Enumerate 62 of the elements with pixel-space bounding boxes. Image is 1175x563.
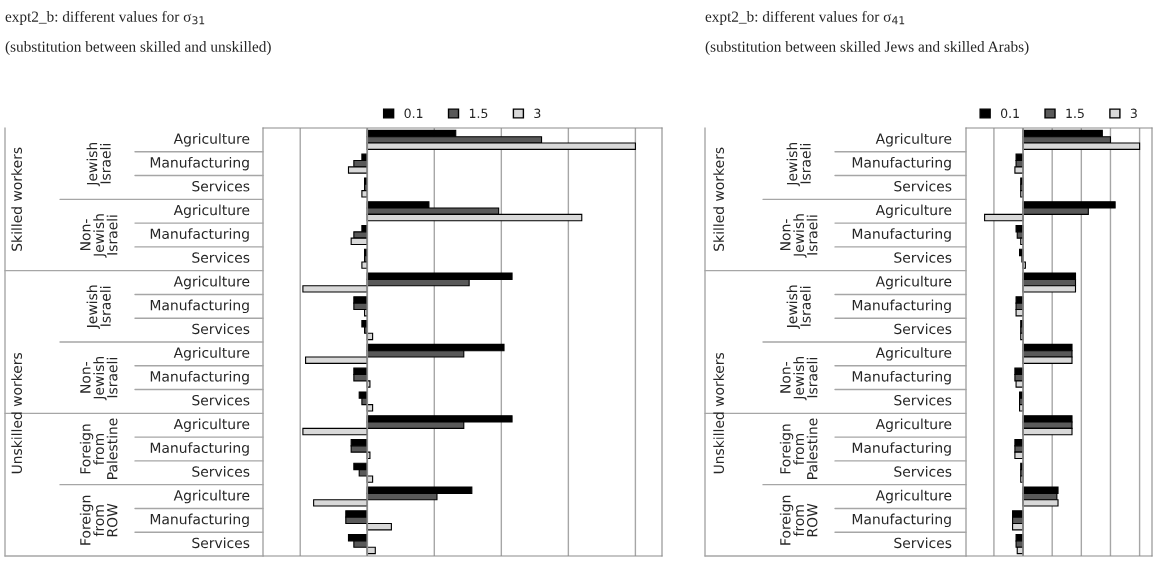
y-tick-label: Manufacturing [150, 442, 249, 456]
y-tick-label: Services [894, 180, 952, 192]
text: Unskilled workers [713, 352, 725, 474]
legend-label: 0.1 [1000, 108, 1019, 119]
y-tick-label: Manufacturing [852, 228, 951, 242]
y-tick-label: Manufacturing [150, 228, 249, 242]
y-tick-label: Manufacturing [852, 299, 951, 314]
y-tick-label: Services [192, 252, 250, 263]
y-tick-label: Services [894, 394, 952, 406]
text: Skilled workers [11, 147, 23, 251]
text: Non- Jewish Israeli [80, 214, 118, 258]
y-tick-label: Manufacturing [852, 442, 951, 456]
chart-subtitle: (substitution between skilled Jews and skilled Arabs) [705, 41, 1029, 55]
y-tick-label: Manufacturing [852, 370, 951, 385]
y-tick-label: Manufacturing [852, 513, 951, 528]
text: Foreign from Palestine [779, 418, 818, 479]
legend-label: 3 [1130, 108, 1137, 119]
y-tick-label: Manufacturing [150, 156, 249, 171]
text: Non- Jewish Israeli [780, 356, 818, 401]
y-tick-label: Agriculture [875, 418, 952, 432]
y-tick-label: Agriculture [173, 418, 250, 432]
y-tick-label: Agriculture [173, 133, 250, 147]
y-tick-label: Services [894, 466, 952, 477]
y-tick-label: Agriculture [875, 347, 952, 361]
y-tick-label: Manufacturing [150, 513, 249, 528]
y-tick-label: Agriculture [875, 133, 952, 147]
text: expt2_b: different values for σ$_{31}$ [5, 10, 205, 25]
y-tick-label: Services [192, 394, 250, 406]
text: Skilled workers [713, 147, 725, 251]
text: Non- Jewish Israeli [80, 356, 118, 401]
y-tick-label: Services [192, 180, 250, 192]
y-tick-label: Manufacturing [852, 156, 951, 171]
y-tick-label: Manufacturing [150, 370, 249, 385]
text: expt2_b: different values for σ$_{41}$ [705, 10, 905, 25]
y-tick-label: Services [192, 537, 250, 549]
y-tick-label: Agriculture [173, 204, 250, 218]
text: Jewish Israeli [86, 285, 111, 329]
legend-label: 3 [534, 108, 541, 119]
y-tick-label: Services [894, 252, 952, 263]
y-tick-label: Agriculture [173, 347, 250, 361]
y-tick-label: Agriculture [173, 489, 250, 504]
y-tick-label: Services [894, 537, 952, 549]
y-tick-label: Agriculture [875, 204, 952, 218]
legend-label: 0.1 [404, 108, 423, 119]
text: Unskilled workers [11, 352, 23, 474]
text: Foreign from ROW [79, 495, 118, 545]
y-tick-label: Agriculture [875, 489, 952, 504]
text: Non- Jewish Israeli [780, 214, 818, 258]
text: Foreign from Palestine [79, 418, 118, 479]
y-tick-label: Agriculture [173, 275, 250, 290]
text: Jewish Israeli [86, 142, 111, 187]
y-tick-label: Services [192, 323, 250, 335]
text: Jewish Israeli [786, 285, 811, 329]
legend-label: 1.5 [469, 108, 488, 119]
text: Foreign from ROW [779, 495, 818, 545]
y-tick-label: Manufacturing [150, 299, 249, 314]
y-tick-label: Services [192, 466, 250, 477]
y-tick-label: Services [894, 323, 952, 335]
text: (substitution between skilled and unskilled) [5, 41, 271, 55]
legend-label: 1.5 [1066, 108, 1084, 119]
y-tick-label: Agriculture [875, 275, 952, 290]
text: Jewish Israeli [786, 142, 811, 187]
